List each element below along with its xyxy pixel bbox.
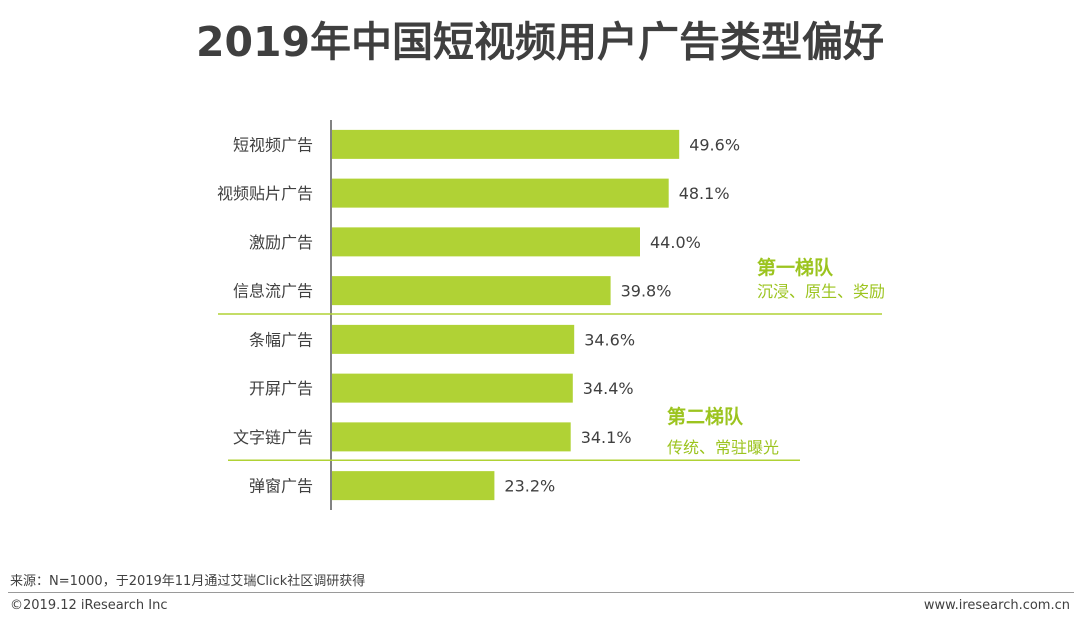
- category-label: 文字链广告: [233, 428, 313, 447]
- tier-desc-2: 传统、常驻曝光: [667, 438, 779, 457]
- bar-2: [332, 178, 669, 208]
- value-label: 39.8%: [621, 282, 672, 301]
- category-label: 短视频广告: [233, 135, 313, 154]
- bar-1: [332, 129, 680, 159]
- value-label: 48.1%: [679, 184, 730, 203]
- value-label: 23.2%: [504, 477, 555, 496]
- category-label: 条幅广告: [249, 330, 313, 349]
- category-label: 弹窗广告: [249, 477, 313, 496]
- bar-6: [332, 373, 573, 403]
- value-label: 49.6%: [689, 135, 740, 154]
- chart-title: 2019年中国短视频用户广告类型偏好: [195, 18, 885, 66]
- tier-desc-1: 沉浸、原生、奖励: [757, 282, 885, 301]
- bar-4: [332, 276, 611, 306]
- value-label: 34.1%: [581, 428, 632, 447]
- tier-name-1: 第一梯队: [757, 256, 834, 279]
- bar-7: [332, 422, 571, 452]
- bar-5: [332, 324, 575, 354]
- bar-3: [332, 227, 640, 257]
- value-label: 34.4%: [583, 379, 634, 398]
- category-label: 开屏广告: [249, 379, 313, 398]
- source-note: 来源：N=1000，于2019年11月通过艾瑞Click社区调研获得: [10, 574, 366, 589]
- tier-name-2: 第二梯队: [667, 405, 744, 428]
- category-label: 视频贴片广告: [217, 184, 313, 203]
- value-label: 44.0%: [650, 233, 701, 252]
- website-url: www.iresearch.com.cn: [923, 598, 1070, 613]
- bar-chart: 短视频广告 49.6% 视频贴片广告 48.1% 激励广告 44.0% 信息流广告 39.8%…: [217, 120, 885, 510]
- value-label: 34.6%: [584, 330, 635, 349]
- category-label: 信息流广告: [233, 282, 313, 301]
- footer-divider: [8, 592, 1074, 593]
- bar-8: [332, 471, 495, 501]
- category-label: 激励广告: [249, 233, 313, 252]
- copyright-text: ©2019.12 iResearch Inc: [10, 598, 168, 613]
